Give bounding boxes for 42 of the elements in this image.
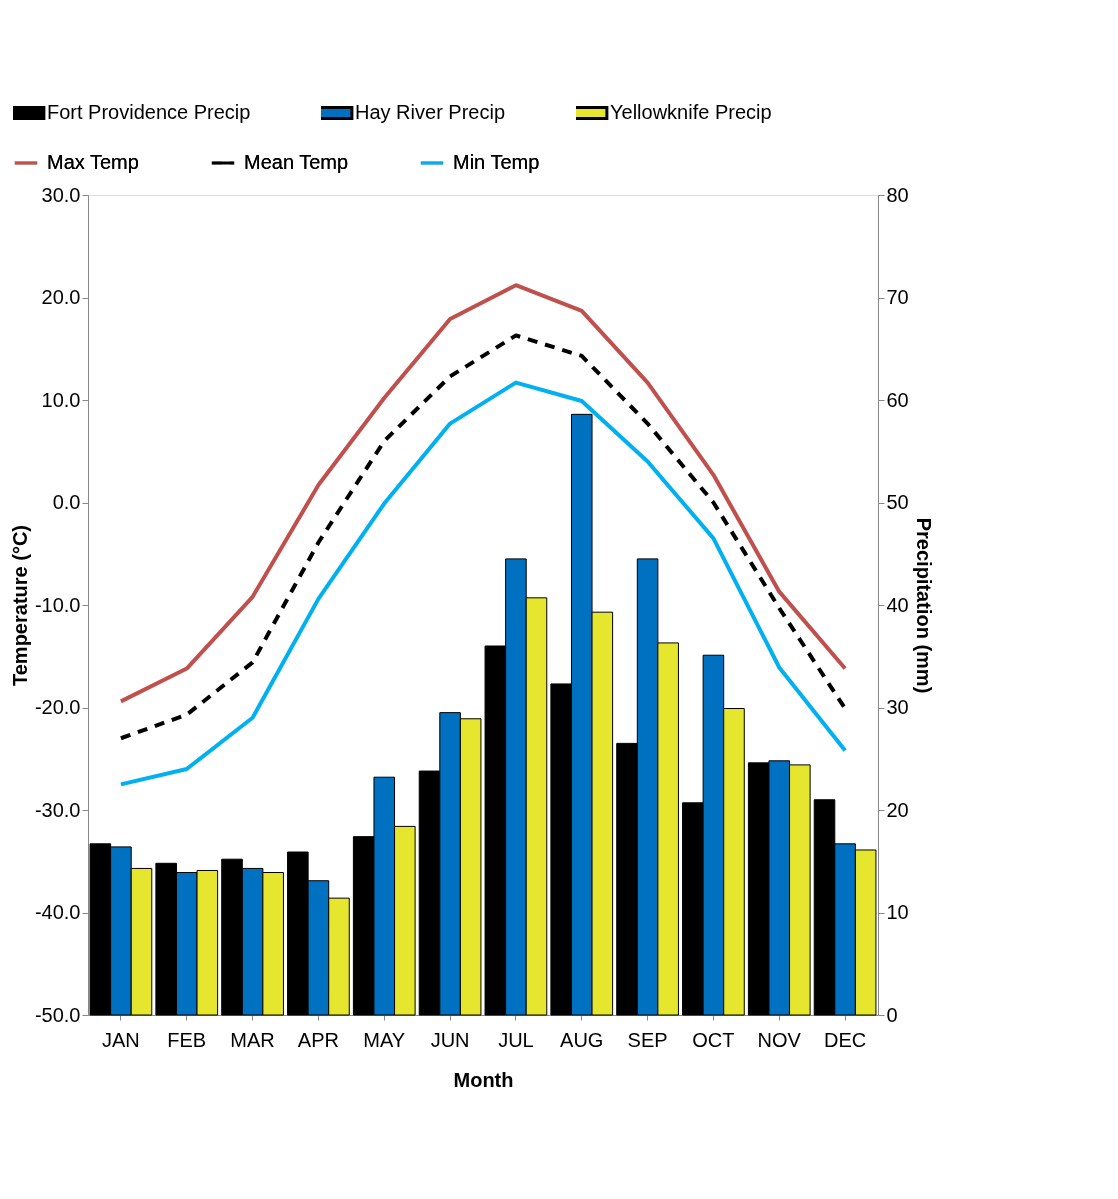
y-tick-label: -40.0 (34, 901, 81, 923)
y2-tick-label: 30 (886, 696, 909, 718)
x-tick-label: DEC (823, 1028, 867, 1051)
x-tick-label: MAR (230, 1028, 275, 1051)
x-tick-label: SEP (627, 1028, 668, 1051)
y2-tick-label: 50 (886, 491, 909, 513)
x-tick-label: AUG (560, 1028, 604, 1051)
y2-tick-label: 40 (886, 593, 909, 616)
y-tick-label: -50.0 (34, 1003, 81, 1026)
line-series (118, 333, 848, 741)
legend-label: Hay River Precip (355, 101, 506, 123)
line-series (118, 283, 848, 704)
x-tick-label: APR (297, 1028, 339, 1051)
y2-tick-label: 10 (886, 901, 909, 923)
y-tick-label: -10.0 (34, 593, 81, 616)
y-tick-label: -20.0 (34, 696, 81, 718)
legend-label: Fort Providence Precip (47, 101, 251, 123)
x-axis-title: Month (453, 1068, 514, 1091)
legend-label: Max Temp (47, 151, 139, 173)
legend-label: Mean Temp (244, 151, 349, 173)
y2-tick-label: 60 (886, 388, 909, 411)
y-tick-label: -30.0 (34, 798, 81, 821)
x-tick-label: JUN (430, 1028, 470, 1051)
y2-tick-label: 70 (886, 286, 909, 308)
y2-axis-title: Precipitation (mm) (912, 517, 935, 694)
y2-tick-label: 20 (886, 798, 909, 821)
y-tick-label: 30.0 (41, 183, 81, 206)
legend-label: Min Temp (453, 151, 540, 173)
y-tick-label: 20.0 (41, 286, 81, 308)
y-tick-label: 10.0 (41, 388, 81, 411)
x-tick-label: MAY (363, 1028, 406, 1051)
x-tick-label: FEB (167, 1028, 207, 1051)
x-tick-label: JUL (498, 1028, 534, 1051)
y2-tick-label: 80 (886, 183, 909, 206)
x-tick-label: NOV (757, 1028, 802, 1051)
x-tick-label: OCT (692, 1028, 735, 1051)
line-series (118, 380, 848, 787)
y-axis-title: Temperature (°C) (8, 525, 31, 686)
y2-tick-label: 0 (886, 1003, 898, 1026)
legend-label: Yellowknife Precip (610, 101, 772, 123)
y-tick-label: 0.0 (52, 491, 81, 513)
x-tick-label: JAN (102, 1028, 140, 1051)
